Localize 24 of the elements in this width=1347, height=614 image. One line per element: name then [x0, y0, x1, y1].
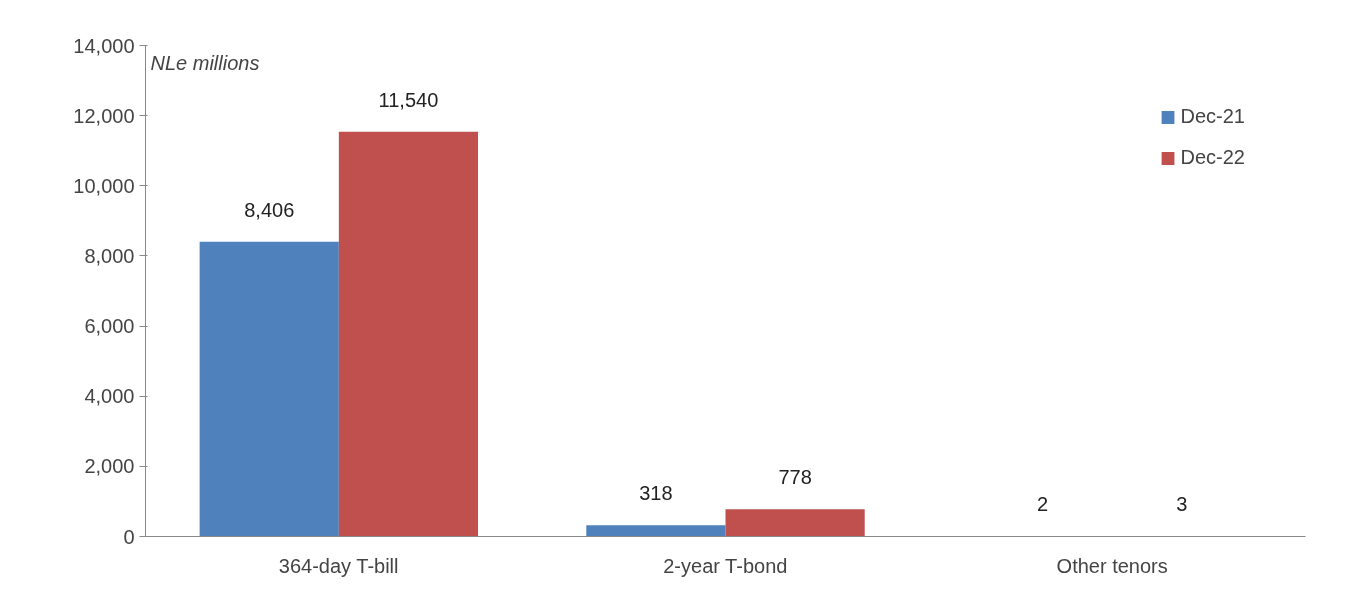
- data-label: 8,406: [244, 198, 295, 221]
- bar: [199, 241, 339, 537]
- data-label: 2: [1037, 493, 1049, 516]
- x-tick-label: Other tenors: [1056, 554, 1168, 577]
- bar: [338, 131, 479, 537]
- data-label: 3: [1176, 493, 1188, 516]
- y-tick-label: 14,000: [73, 34, 135, 57]
- y-tick-label: 6,000: [84, 315, 135, 338]
- y-tick-label: 2,000: [84, 455, 135, 478]
- legend-label: Dec-21: [1180, 105, 1245, 128]
- y-tick-label: 12,000: [73, 104, 135, 127]
- x-tick-label: 364-day T-bill: [278, 554, 399, 577]
- y-tick-label: 4,000: [84, 385, 135, 408]
- y-tick-label: 10,000: [73, 174, 135, 197]
- y-tick-label: 0: [123, 525, 135, 548]
- data-label: 11,540: [378, 88, 439, 111]
- y-axis-title: NLe millions: [150, 51, 260, 74]
- data-label: 318: [639, 482, 673, 505]
- legend-label: Dec-22: [1180, 146, 1245, 169]
- bar: [725, 509, 865, 537]
- y-tick-label: 8,000: [84, 244, 135, 267]
- x-tick-label: 2-year T-bond: [663, 554, 788, 577]
- data-label: 778: [778, 466, 812, 489]
- bar: [586, 525, 726, 537]
